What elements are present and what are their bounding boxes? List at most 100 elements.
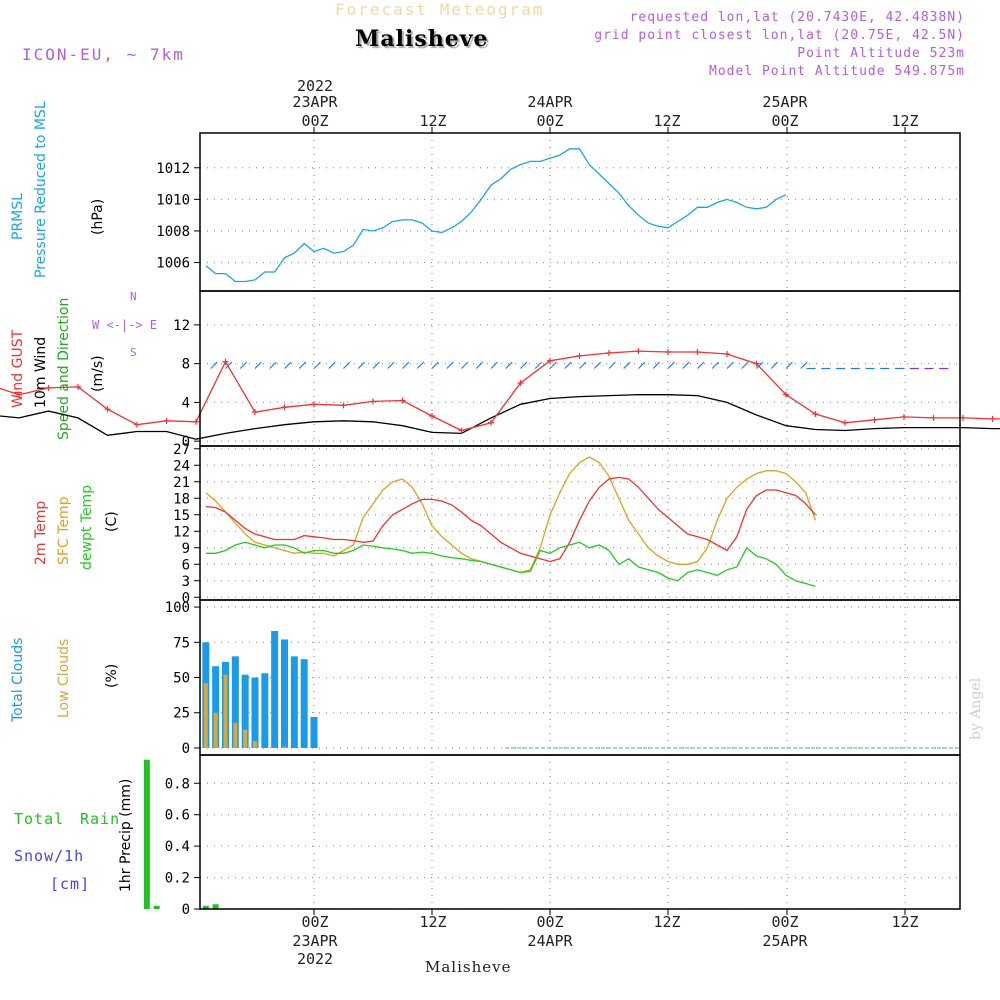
gust-marker bbox=[370, 398, 376, 405]
footer-location: Malisheve bbox=[425, 958, 512, 976]
gust-marker bbox=[871, 416, 878, 423]
gust-marker bbox=[576, 352, 583, 359]
gust-marker bbox=[517, 380, 524, 387]
y-tick-label: 27 bbox=[173, 442, 190, 458]
gust-marker bbox=[252, 409, 258, 416]
gust-marker bbox=[134, 421, 140, 428]
compass-we: W <-|-> E bbox=[92, 318, 158, 332]
bottom-day-3: 25APR bbox=[762, 932, 808, 950]
y-tick-label: 0 bbox=[182, 590, 190, 606]
gust-marker bbox=[547, 357, 553, 364]
wind-arrow bbox=[785, 361, 793, 369]
y-tick-label: 50 bbox=[173, 671, 190, 687]
gust-marker bbox=[724, 350, 730, 357]
low-cloud-bar bbox=[253, 740, 257, 748]
y-tick-label: 3 bbox=[182, 574, 190, 590]
wind-arrow bbox=[416, 361, 425, 369]
wind-arrow bbox=[225, 361, 233, 369]
bottom-day-2: 24APR bbox=[527, 932, 573, 950]
dewpoint-line bbox=[205, 541, 816, 587]
gust-marker bbox=[222, 358, 229, 365]
precip-bar bbox=[153, 905, 160, 909]
y-tick-label: 100 bbox=[165, 600, 190, 616]
gust-marker bbox=[163, 417, 170, 424]
header-faint-title: Forecast Meteogram bbox=[335, 0, 545, 19]
y-tick-label: 12 bbox=[173, 524, 190, 540]
y-tick-label: 15 bbox=[173, 508, 190, 524]
wind-arrow bbox=[210, 361, 218, 369]
wind-arrow bbox=[697, 361, 705, 369]
compass-n: N bbox=[130, 290, 137, 303]
top-day-3: 25APR bbox=[762, 93, 808, 111]
gust-marker bbox=[635, 348, 642, 355]
y-tick-label: 0.4 bbox=[165, 839, 190, 855]
bottom-hour-6: 12Z bbox=[891, 913, 919, 931]
y-tick-label: 25 bbox=[173, 706, 190, 722]
wind-arrow bbox=[652, 361, 661, 369]
precip-bar bbox=[202, 905, 209, 909]
wind-arrow bbox=[564, 361, 572, 369]
total-cloud-bar bbox=[271, 631, 279, 748]
t2m-line bbox=[205, 476, 816, 563]
wind-arrow bbox=[461, 361, 469, 369]
bottom-hour-2: 12Z bbox=[419, 913, 447, 931]
total-cloud-bar bbox=[300, 659, 308, 748]
gust-marker bbox=[753, 360, 760, 367]
wind-arrow bbox=[579, 361, 587, 369]
y-tick-label: 0 bbox=[182, 741, 190, 757]
wind-arrow bbox=[431, 361, 439, 369]
wind-arrow bbox=[549, 361, 557, 369]
low-cloud-bar bbox=[282, 746, 287, 748]
y-tick-label: 75 bbox=[173, 635, 190, 651]
wind-arrow bbox=[800, 361, 808, 369]
model-altitude: Model Point Altitude 549.875m bbox=[709, 64, 965, 79]
gust-marker bbox=[458, 427, 465, 434]
wind-arrow bbox=[254, 361, 262, 369]
gust-marker bbox=[311, 401, 317, 408]
top-hour-1: 00Z bbox=[301, 112, 329, 130]
model-label: ICON-EU, ~ 7km bbox=[22, 45, 185, 64]
low-cloud-bar bbox=[243, 729, 248, 748]
precip-bar bbox=[212, 904, 219, 909]
wind-arrow bbox=[298, 361, 307, 369]
pressure-line bbox=[205, 148, 787, 283]
gust-marker bbox=[989, 415, 996, 422]
y-tick-label: 1010 bbox=[156, 192, 190, 208]
y-tick-label: 18 bbox=[173, 491, 190, 507]
gust-marker bbox=[488, 419, 494, 426]
wind-arrow bbox=[711, 361, 720, 369]
gust-marker bbox=[842, 419, 848, 426]
gust-marker bbox=[665, 349, 671, 356]
gust-marker bbox=[340, 402, 347, 409]
total-cloud-bar bbox=[231, 656, 239, 748]
y-tick-label: 0.8 bbox=[165, 776, 190, 792]
bottom-hour-3: 00Z bbox=[536, 913, 564, 931]
wind-arrow bbox=[446, 361, 454, 369]
bottom-hour-4: 12Z bbox=[653, 913, 681, 931]
gust-marker bbox=[694, 349, 701, 356]
y-tick-label: 0 bbox=[182, 434, 190, 450]
top-hour-4: 12Z bbox=[653, 112, 681, 130]
y-tick-label: 1012 bbox=[156, 161, 190, 177]
p5-label-snow: Snow/1h bbox=[14, 847, 85, 865]
point-altitude: Point Altitude 523m bbox=[797, 46, 965, 61]
y-tick-label: 8 bbox=[182, 357, 190, 373]
gust-marker bbox=[930, 414, 937, 421]
total-cloud-bar bbox=[212, 666, 220, 748]
wind-arrow bbox=[520, 361, 528, 369]
y-tick-label: 1006 bbox=[156, 256, 190, 272]
wind-arrow bbox=[343, 361, 351, 369]
gust-marker bbox=[429, 412, 435, 419]
wind-arrow bbox=[239, 361, 248, 369]
gridpoint-coords: grid point closest lon,lat (20.75E, 42.5… bbox=[594, 28, 965, 43]
p5-label-cm: [cm] bbox=[50, 875, 91, 893]
wind-arrow bbox=[284, 361, 292, 369]
y-tick-label: 21 bbox=[173, 475, 190, 491]
wind-arrow bbox=[623, 361, 631, 369]
p5-label-rain: Rain bbox=[80, 810, 121, 828]
wind-arrow bbox=[770, 361, 779, 369]
y-tick-label: 6 bbox=[182, 557, 190, 573]
wind-arrow bbox=[534, 361, 543, 369]
wind-speed-line bbox=[0, 394, 1000, 440]
bottom-day-1: 23APR bbox=[292, 932, 338, 950]
